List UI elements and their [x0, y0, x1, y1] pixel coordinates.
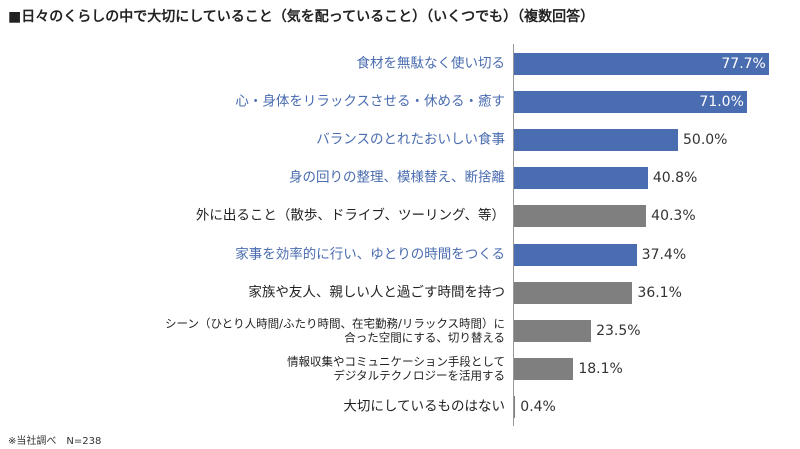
value-label: 23.5%	[596, 322, 641, 339]
value-label: 40.8%	[652, 170, 698, 187]
value-label: 36.1%	[637, 284, 682, 301]
category-label: 家事を効率的に行い、ゆとりの時間をつくる	[235, 246, 505, 263]
category-label: シーン（ひとり人時間/ふたり時間、在宅勤務/リラックス時間）に 合った空間にする…	[165, 316, 505, 345]
value-label: 50.0%	[683, 132, 728, 149]
value-label: 0.4%	[520, 398, 556, 415]
bar	[514, 167, 648, 190]
category-label: 食材を無駄なく使い切る	[356, 55, 506, 72]
bar	[514, 129, 678, 152]
category-label: 身の回りの整理、模様替え、断捨離	[289, 169, 505, 186]
category-label: 大切にしているものはない	[343, 398, 505, 415]
value-label: 71.0%	[699, 94, 744, 111]
bar	[514, 357, 574, 380]
bar	[514, 53, 769, 75]
value-label: 77.7%	[721, 56, 766, 72]
bar	[514, 319, 592, 342]
value-label: 40.3%	[651, 208, 696, 225]
bar	[514, 243, 637, 266]
value-label: 37.4%	[641, 246, 687, 263]
category-label: バランスのとれたおいしい食事	[316, 131, 505, 148]
bar	[514, 91, 747, 114]
footnote: ※当社調べ N=238	[8, 436, 102, 447]
axis-line	[513, 44, 514, 426]
category-label: 家族や友人、親しい人と過ごす時間を持つ	[248, 284, 505, 301]
value-label: 18.1%	[578, 360, 623, 377]
chart-title: ■日々のくらしの中で大切にしていること（気を配っていること）（いくつでも）（複数…	[8, 9, 595, 25]
category-label: 心・身体をリラックスさせる・休める・癒す	[235, 93, 505, 110]
bar	[514, 395, 516, 418]
category-label: 外に出ること（散歩、ドライブ、ツーリング、等）	[195, 207, 505, 224]
bar	[514, 281, 633, 304]
category-label: 情報収集やコミュニケーション手段として デジタルテクノロジーを活用する	[287, 354, 505, 383]
bar	[514, 205, 647, 228]
